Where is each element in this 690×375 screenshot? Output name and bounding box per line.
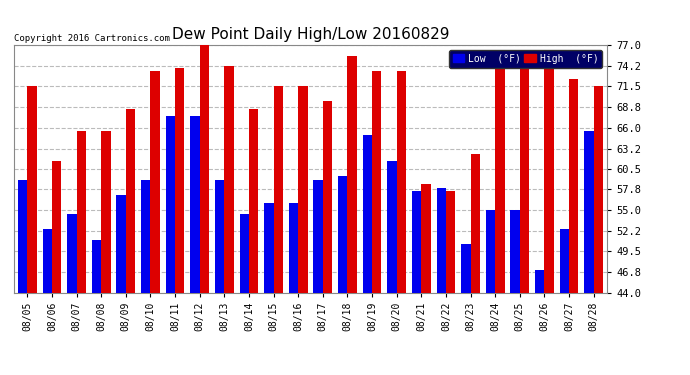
Bar <box>239 214 249 292</box>
Bar <box>18 180 28 292</box>
Bar <box>190 116 199 292</box>
Bar <box>520 68 529 292</box>
Bar <box>92 240 101 292</box>
Bar <box>593 86 603 292</box>
Legend: Low  (°F), High  (°F): Low (°F), High (°F) <box>449 50 602 68</box>
Bar <box>422 184 431 292</box>
Bar <box>126 109 135 292</box>
Bar <box>141 180 150 292</box>
Bar <box>348 56 357 292</box>
Text: Copyright 2016 Cartronics.com: Copyright 2016 Cartronics.com <box>14 33 170 42</box>
Bar <box>584 131 593 292</box>
Bar <box>52 161 61 292</box>
Bar <box>544 68 554 292</box>
Bar <box>535 270 544 292</box>
Bar <box>569 79 578 292</box>
Bar <box>495 68 504 292</box>
Bar <box>289 202 298 292</box>
Bar <box>471 154 480 292</box>
Bar <box>437 188 446 292</box>
Bar <box>67 214 77 292</box>
Bar <box>264 202 273 292</box>
Bar <box>412 191 422 292</box>
Bar <box>387 161 397 292</box>
Bar <box>313 180 323 292</box>
Bar <box>215 180 224 292</box>
Bar <box>372 71 382 292</box>
Title: Dew Point Daily High/Low 20160829: Dew Point Daily High/Low 20160829 <box>172 27 449 42</box>
Bar <box>338 176 348 292</box>
Bar <box>199 45 209 292</box>
Bar <box>117 195 126 292</box>
Bar <box>77 131 86 292</box>
Bar <box>486 210 495 292</box>
Bar <box>43 229 52 292</box>
Bar <box>323 101 332 292</box>
Bar <box>511 210 520 292</box>
Bar <box>397 71 406 292</box>
Bar <box>166 116 175 292</box>
Bar <box>461 244 471 292</box>
Bar <box>249 109 258 292</box>
Bar <box>150 71 160 292</box>
Bar <box>560 229 569 292</box>
Bar <box>28 86 37 292</box>
Bar <box>446 191 455 292</box>
Bar <box>101 131 110 292</box>
Bar <box>363 135 372 292</box>
Bar <box>273 86 283 292</box>
Bar <box>175 68 184 292</box>
Bar <box>224 66 234 292</box>
Bar <box>298 86 308 292</box>
